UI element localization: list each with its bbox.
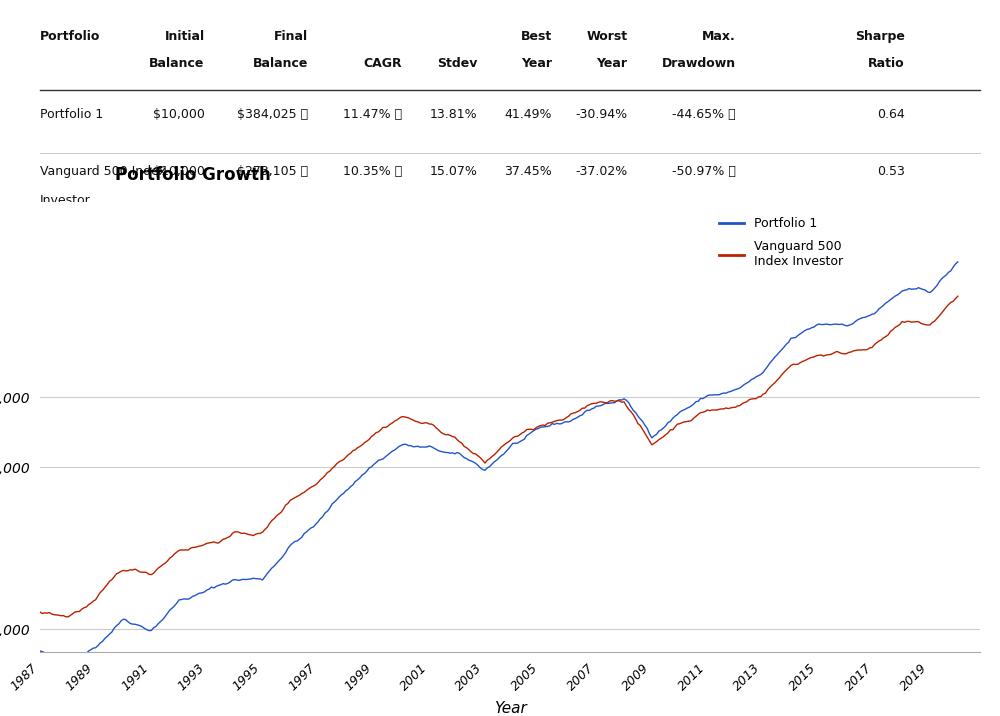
- Text: $10,000: $10,000: [153, 108, 205, 121]
- Text: -44.65% ⓘ: -44.65% ⓘ: [672, 108, 736, 121]
- Legend: Portfolio 1, Vanguard 500
Index Investor: Portfolio 1, Vanguard 500 Index Investor: [714, 212, 848, 274]
- Text: 0.53: 0.53: [877, 165, 905, 178]
- Text: Sharpe: Sharpe: [855, 31, 905, 44]
- Text: Initial: Initial: [164, 31, 205, 44]
- Text: 41.49%: 41.49%: [505, 108, 552, 121]
- Text: -37.02%: -37.02%: [575, 165, 628, 178]
- Text: 13.81%: 13.81%: [429, 108, 477, 121]
- Text: 37.45%: 37.45%: [505, 165, 552, 178]
- Text: Year: Year: [596, 57, 628, 70]
- Text: Investor: Investor: [40, 194, 91, 208]
- Text: $10,000: $10,000: [153, 165, 205, 178]
- Text: 10.35% ⓘ: 10.35% ⓘ: [343, 165, 402, 178]
- Text: Portfolio 1: Portfolio 1: [40, 108, 103, 121]
- Text: Final: Final: [274, 31, 308, 44]
- Text: Stdev: Stdev: [437, 57, 477, 70]
- Text: $384,025 ⓘ: $384,025 ⓘ: [237, 108, 308, 121]
- Text: Portfolio: Portfolio: [40, 31, 100, 44]
- Text: Max.: Max.: [702, 31, 736, 44]
- Text: Balance: Balance: [253, 57, 308, 70]
- Text: Ratio: Ratio: [868, 57, 905, 70]
- Text: Worst: Worst: [586, 31, 628, 44]
- Text: Drawdown: Drawdown: [661, 57, 736, 70]
- Text: Portfolio Growth: Portfolio Growth: [115, 165, 271, 183]
- Text: -50.97% ⓘ: -50.97% ⓘ: [672, 165, 736, 178]
- Text: -30.94%: -30.94%: [575, 108, 628, 121]
- Text: Balance: Balance: [149, 57, 205, 70]
- Text: Year: Year: [521, 57, 552, 70]
- Text: 15.07%: 15.07%: [429, 165, 477, 178]
- Text: Best: Best: [521, 31, 552, 44]
- Text: $273,105 ⓘ: $273,105 ⓘ: [237, 165, 308, 178]
- Text: Vanguard 500 Index: Vanguard 500 Index: [40, 165, 166, 178]
- X-axis label: Year: Year: [494, 702, 526, 716]
- Text: 0.64: 0.64: [877, 108, 905, 121]
- Text: 11.47% ⓘ: 11.47% ⓘ: [343, 108, 402, 121]
- Text: CAGR: CAGR: [363, 57, 402, 70]
